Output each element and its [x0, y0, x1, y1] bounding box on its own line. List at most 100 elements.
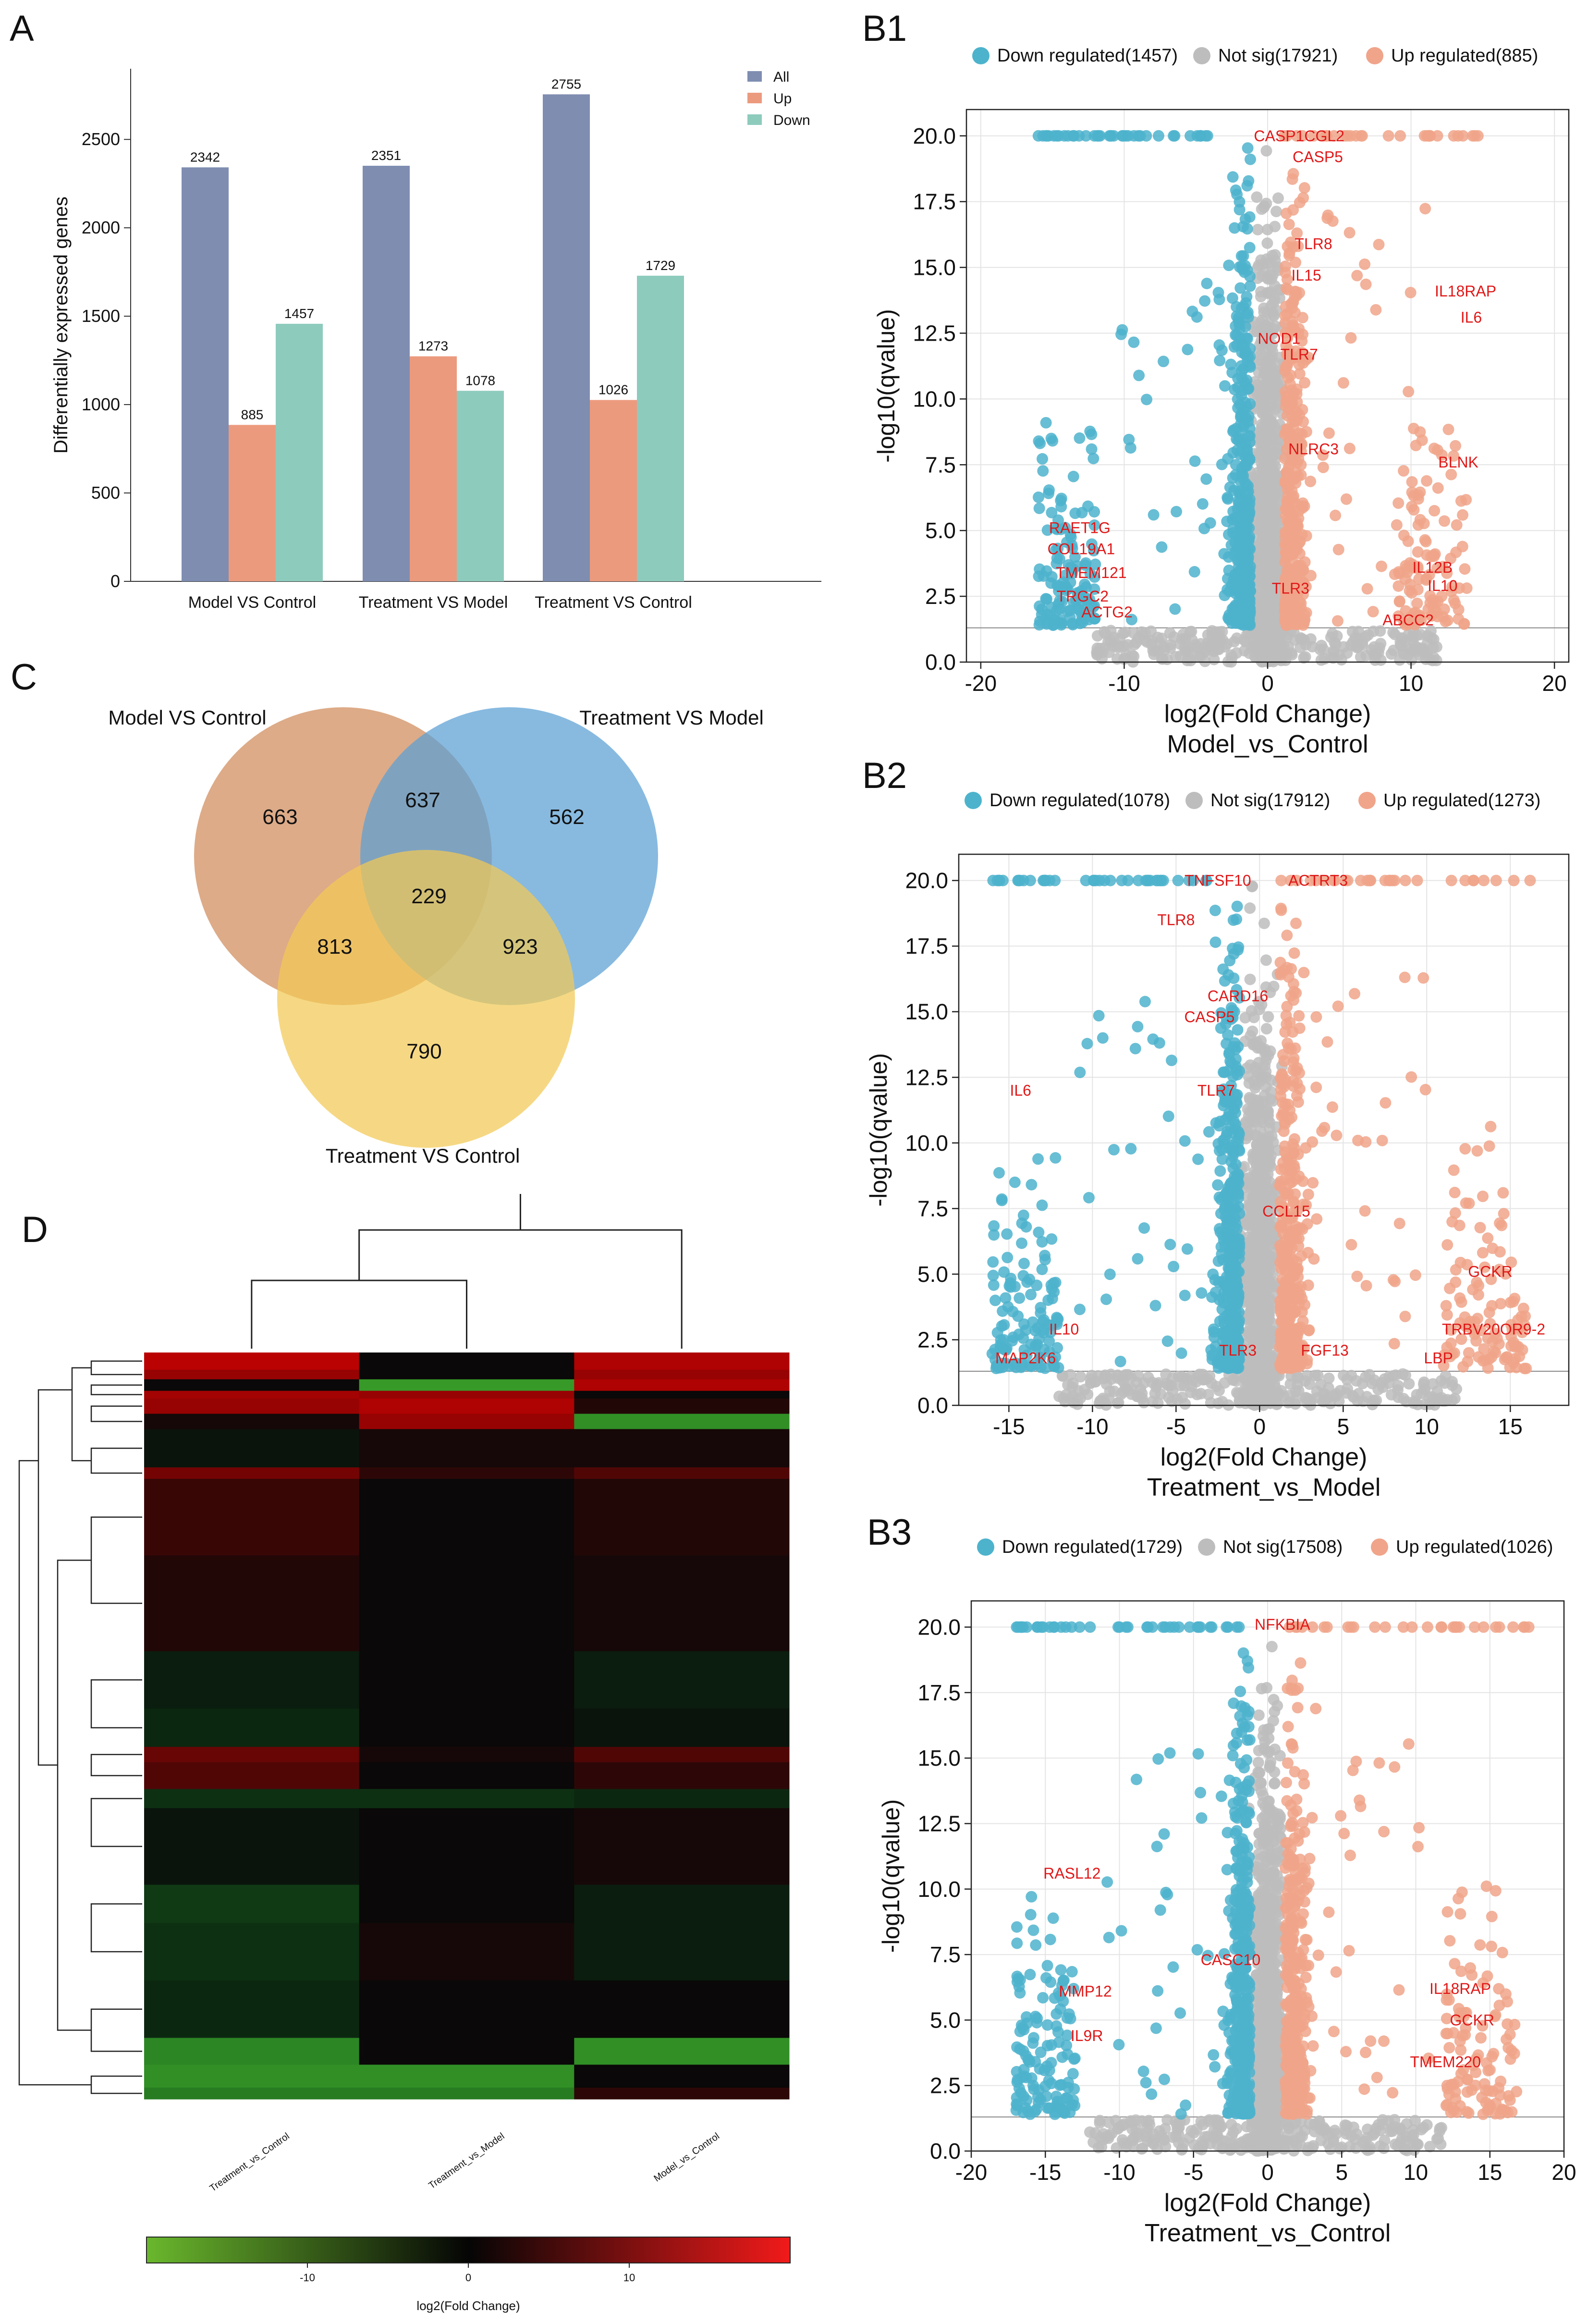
gene-label: IL10: [1428, 577, 1457, 594]
data-point: [1263, 1123, 1275, 1135]
y-tick-label: 17.5: [913, 189, 956, 214]
data-point: [1226, 1127, 1238, 1139]
y-tick-label: 17.5: [905, 934, 948, 959]
data-point: [1169, 603, 1181, 615]
data-point: [1209, 904, 1221, 916]
y-tick-label: 2500: [82, 129, 120, 149]
data-point: [1100, 1293, 1112, 1305]
data-point: [1292, 1263, 1304, 1275]
data-point: [1219, 975, 1231, 987]
data-point: [1222, 492, 1234, 504]
gene-label: TLR8: [1295, 235, 1332, 252]
data-point: [1050, 1152, 1062, 1164]
data-point: [1233, 319, 1245, 331]
data-point: [1289, 1133, 1301, 1145]
legend-label: Up: [773, 91, 792, 107]
bar-value-label: 2755: [551, 76, 581, 91]
data-point: [1270, 552, 1282, 564]
data-point: [1300, 426, 1312, 438]
gene-label: IL6: [1010, 1082, 1031, 1099]
data-point: [1261, 552, 1273, 564]
data-point: [1298, 608, 1310, 620]
data-point: [1230, 469, 1242, 481]
data-point: [1325, 631, 1337, 643]
data-point: [1161, 1335, 1173, 1347]
data-point: [1239, 534, 1251, 546]
gene-label: BLNK: [1438, 454, 1478, 471]
data-point: [1490, 874, 1502, 886]
data-point: [1240, 567, 1252, 579]
data-point: [1420, 536, 1432, 548]
data-point: [1199, 295, 1211, 307]
data-point: [1230, 1053, 1242, 1065]
data-point: [1001, 1228, 1013, 1240]
data-point: [1228, 574, 1240, 586]
data-point: [1294, 1022, 1306, 1034]
data-point: [1162, 1110, 1174, 1122]
data-point: [988, 1229, 1000, 1241]
data-point: [1279, 1257, 1291, 1269]
data-point: [1514, 1351, 1526, 1363]
gene-label: ABCC2: [1382, 611, 1434, 628]
data-point: [1235, 418, 1247, 430]
data-point: [1410, 642, 1422, 654]
bar-down: [637, 275, 684, 581]
data-point: [1247, 1093, 1259, 1105]
data-point: [1330, 509, 1342, 521]
data-point: [1081, 1038, 1093, 1050]
data-point: [1217, 963, 1229, 975]
data-point: [1226, 292, 1238, 304]
data-point: [1003, 1280, 1015, 1292]
data-point: [1393, 497, 1405, 509]
data-point: [1281, 628, 1293, 640]
data-point: [1264, 1094, 1276, 1106]
data-point: [1232, 1361, 1244, 1373]
panel-label-b3: B3: [867, 1512, 912, 1553]
data-point: [1483, 1306, 1495, 1318]
y-tick-label: 12.5: [913, 320, 956, 345]
data-point: [1254, 1175, 1266, 1187]
data-point: [1291, 290, 1303, 302]
data-point: [1293, 1298, 1305, 1310]
data-point: [1242, 619, 1254, 631]
data-point: [1389, 568, 1401, 580]
data-point: [1269, 249, 1281, 261]
y-tick-label: 10.0: [905, 1131, 948, 1156]
data-point: [1359, 258, 1371, 270]
data-point: [1310, 1082, 1322, 1094]
data-point: [1227, 447, 1239, 459]
data-point: [1227, 943, 1239, 955]
data-point: [1136, 1388, 1148, 1400]
data-point: [1074, 1303, 1086, 1316]
data-point: [1055, 619, 1067, 631]
gene-label: IL10: [1049, 1321, 1079, 1338]
panel-label-a: A: [10, 8, 34, 49]
data-point: [1454, 1292, 1466, 1304]
data-point: [1239, 1012, 1251, 1024]
data-point: [1104, 1268, 1116, 1280]
data-point: [1226, 1288, 1238, 1300]
data-point: [1467, 874, 1479, 886]
x-axis-title: log2(Fold Change): [1164, 700, 1371, 728]
data-point: [1265, 410, 1277, 422]
data-point: [1214, 1165, 1226, 1177]
data-point: [1204, 517, 1216, 529]
data-point: [1437, 611, 1449, 623]
gene-label: TRBV20OR9-2: [1442, 1321, 1545, 1338]
data-point: [1477, 1247, 1489, 1259]
gene-label: TLR7: [1281, 345, 1318, 363]
data-point: [1016, 1237, 1028, 1249]
data-point: [1169, 130, 1181, 142]
data-point: [1033, 619, 1045, 631]
data-point: [1040, 417, 1052, 429]
data-point: [1352, 1134, 1364, 1146]
data-point: [1448, 1164, 1460, 1176]
legend-label: Up regulated(1273): [1383, 790, 1540, 811]
data-point: [1203, 1126, 1215, 1138]
data-point: [1302, 1279, 1314, 1291]
data-point: [1260, 1375, 1272, 1387]
data-point: [1260, 638, 1272, 650]
data-point: [1450, 440, 1462, 452]
bar-up: [229, 425, 276, 581]
data-point: [1013, 1328, 1025, 1340]
